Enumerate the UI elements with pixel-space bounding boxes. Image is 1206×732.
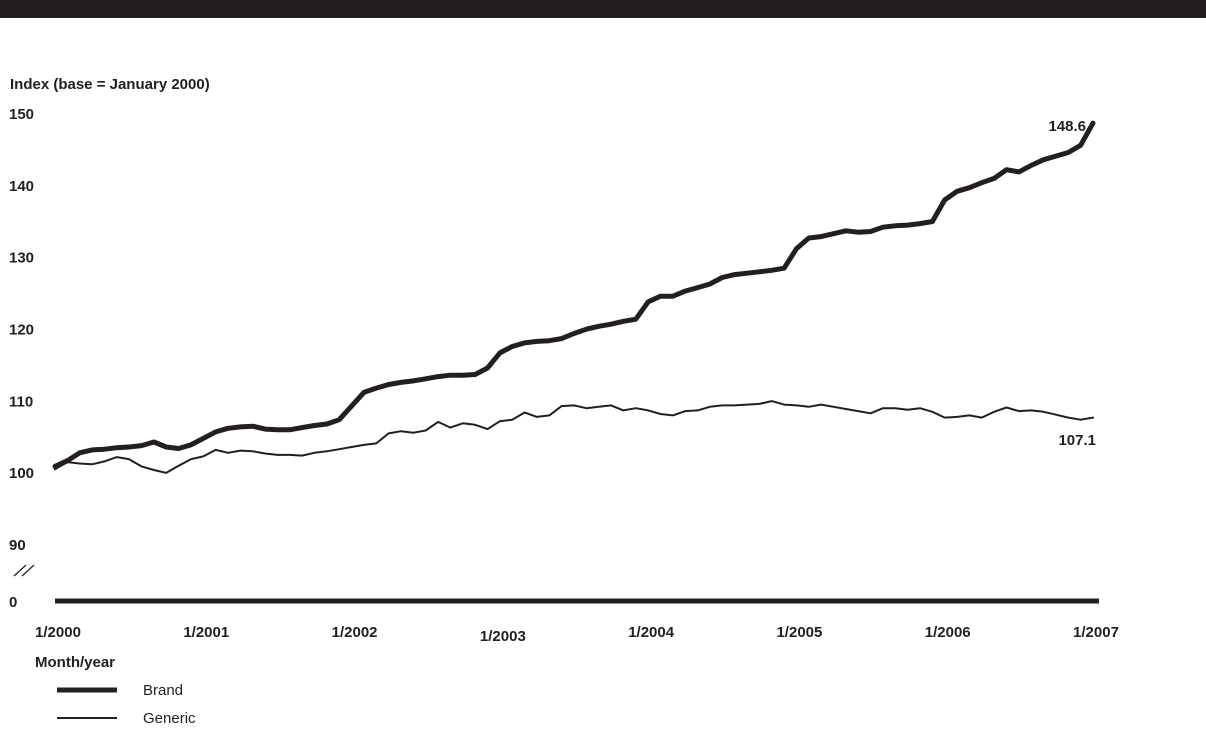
y-tick-label: 150 (9, 106, 34, 123)
x-tick-label: 1/2001 (183, 624, 229, 641)
x-tick-label: 1/2005 (776, 624, 822, 641)
brand-end-label: 148.6 (1048, 118, 1086, 135)
x-tick-label: 1/2006 (925, 624, 971, 641)
y-axis-title: Index (base = January 2000) (10, 76, 210, 93)
y-tick-label: 0 (9, 594, 17, 611)
series-line-brand (52, 120, 1096, 469)
x-tick-label: 1/2003 (480, 628, 526, 645)
x-tick-label: 1/2007 (1073, 624, 1119, 641)
header-bar (0, 0, 1206, 18)
y-tick-label: 140 (9, 178, 34, 195)
y-tick-label: 100 (9, 465, 34, 482)
series-lines (52, 120, 1096, 474)
axis-break-mark (13, 564, 35, 577)
x-tick-label: 1/2004 (628, 624, 675, 641)
x-tick-label: 1/2002 (332, 624, 378, 641)
legend-label-brand: Brand (143, 682, 183, 699)
y-tick-label: 130 (9, 250, 34, 267)
y-tick-label: 110 (9, 393, 33, 410)
legend-label-generic: Generic (143, 710, 196, 727)
y-tick-labels: 150 140 130 120 110 100 90 0 (9, 106, 34, 611)
series-line-generic (54, 400, 1094, 474)
x-axis-title: Month/year (35, 654, 115, 671)
legend: Brand Generic (57, 682, 196, 727)
generic-end-label: 107.1 (1058, 432, 1096, 449)
y-tick-label: 120 (9, 322, 34, 339)
y-tick-label: 90 (9, 537, 26, 554)
x-tick-labels: 1/2000 1/2001 1/2002 1/2003 1/2004 1/2005 1/20… (35, 624, 1119, 645)
x-tick-label: 1/2000 (35, 624, 81, 641)
